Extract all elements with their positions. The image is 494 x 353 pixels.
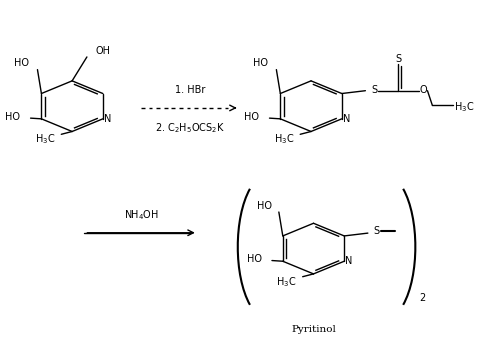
Text: HO: HO <box>253 58 268 68</box>
Text: H$_3$C: H$_3$C <box>35 132 55 146</box>
Text: H$_3$C: H$_3$C <box>276 275 296 288</box>
Text: HO: HO <box>256 201 272 211</box>
Text: HO: HO <box>247 255 262 264</box>
Text: O: O <box>420 85 427 95</box>
Text: N: N <box>343 114 350 124</box>
Text: N: N <box>345 256 353 266</box>
Text: S: S <box>373 226 380 237</box>
Text: S: S <box>395 54 402 64</box>
Text: NH$_4$OH: NH$_4$OH <box>124 208 159 221</box>
Text: S: S <box>371 85 377 95</box>
Text: HO: HO <box>14 58 29 68</box>
Text: HO: HO <box>5 112 20 122</box>
Text: 2: 2 <box>419 293 426 303</box>
Text: Pyritinol: Pyritinol <box>291 325 336 334</box>
Text: HO: HO <box>244 112 259 122</box>
Text: OH: OH <box>95 46 110 56</box>
Text: H$_3$C: H$_3$C <box>454 100 474 114</box>
Text: H$_3$C: H$_3$C <box>274 132 294 146</box>
Text: 1. HBr: 1. HBr <box>175 85 206 95</box>
Text: N: N <box>104 114 112 124</box>
Text: 2. C$_2$H$_5$OCS$_2$K: 2. C$_2$H$_5$OCS$_2$K <box>155 121 225 135</box>
